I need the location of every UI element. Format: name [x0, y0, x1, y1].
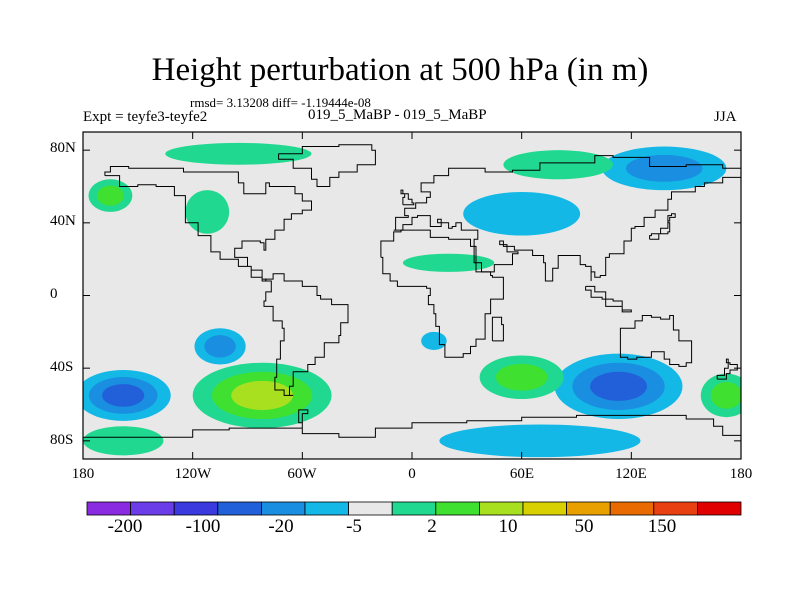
x-tick-label: 180 — [729, 466, 753, 482]
contour-chile-negative — [204, 335, 236, 358]
colorbar-swatch — [522, 501, 567, 516]
x-tick-label: 60W — [287, 466, 317, 482]
coastline-south-america — [263, 273, 349, 396]
contour-n-america-positive — [185, 190, 230, 234]
contour-canada-positive — [165, 142, 312, 165]
contour-south-pacific-negative — [102, 384, 145, 407]
colorbar-swatch — [173, 501, 219, 516]
coastline-japan — [649, 213, 676, 240]
season-label: JJA — [714, 109, 737, 125]
rmsd-diff-label: rmsd= 3.13208 diff= -1.19444e-08 — [190, 95, 371, 110]
colorbar-swatch — [478, 501, 524, 516]
colorbar-swatch — [217, 501, 262, 516]
colorbar-swatch — [566, 501, 611, 516]
colorbar-swatch — [130, 501, 175, 516]
colorbar-swatch — [697, 501, 742, 516]
coastline-new-zealand — [716, 358, 738, 380]
y-tick-label: 40S — [50, 359, 74, 375]
x-tick-label: 120W — [174, 466, 212, 482]
contour-south-indian-positive — [495, 363, 548, 391]
y-tick-label: 80S — [50, 432, 74, 448]
coastline-africa — [380, 229, 504, 358]
colorbar-swatch — [609, 501, 655, 516]
contour-siberia-positive — [503, 150, 614, 180]
contour-antarctic-negative — [439, 424, 641, 458]
colorbar-label: -20 — [268, 516, 294, 537]
colorbar-label: 50 — [574, 516, 594, 537]
colorbar-label: -100 — [185, 516, 221, 537]
colorbar-swatch — [86, 501, 131, 516]
colorbar-label: 2 — [427, 516, 437, 537]
colorbar-label: -200 — [107, 516, 143, 537]
coastline-uk — [400, 189, 415, 206]
contour-south-africa-negative — [421, 331, 447, 350]
colorbar-swatch — [348, 501, 393, 516]
contour-arctic-negative — [625, 154, 703, 182]
contour-se-pacific-positive — [231, 380, 293, 410]
coastline-indonesia — [585, 285, 632, 313]
x-tick-label: 120E — [615, 466, 647, 482]
contour-eurasia-negative — [463, 191, 581, 236]
y-tick-label: 0 — [50, 286, 58, 302]
colorbar-swatch — [391, 501, 437, 516]
coastline-antarctica — [83, 409, 741, 438]
contour-east-pacific-positive — [710, 382, 741, 409]
colorbar-label: 150 — [647, 516, 677, 537]
y-tick-label: 80N — [50, 140, 76, 156]
y-tick-label: 40N — [50, 213, 76, 229]
x-tick-label: 60E — [509, 466, 535, 482]
run-comparison-label: 019_5_MaBP - 019_5_MaBP — [308, 107, 487, 123]
colorbar-swatch — [435, 501, 480, 516]
contour-sahara-positive — [402, 253, 495, 272]
experiment-label: Expt = teyfe3-teyfe2 — [83, 109, 208, 125]
colorbar-swatch — [304, 501, 349, 516]
coastline-north-america — [104, 166, 312, 282]
contour-indian-negative — [590, 371, 647, 401]
contour-south-atlantic-positive — [83, 426, 164, 456]
contour-n-pacific-positive — [96, 185, 124, 206]
colorbar-swatch — [260, 501, 306, 516]
x-tick-label: 180 — [71, 466, 95, 482]
colorbar-label: -5 — [346, 516, 362, 537]
colorbar-swatch — [653, 501, 698, 516]
x-tick-label: 0 — [408, 466, 416, 482]
coastline-greenland — [278, 144, 376, 187]
coastline-madagascar — [491, 316, 504, 342]
colorbar-label: 10 — [498, 516, 518, 537]
coastline-australia — [619, 315, 693, 367]
plot-title: Height perturbation at 500 hPa (in m) — [151, 52, 649, 88]
coastline-eurasia — [393, 155, 741, 282]
